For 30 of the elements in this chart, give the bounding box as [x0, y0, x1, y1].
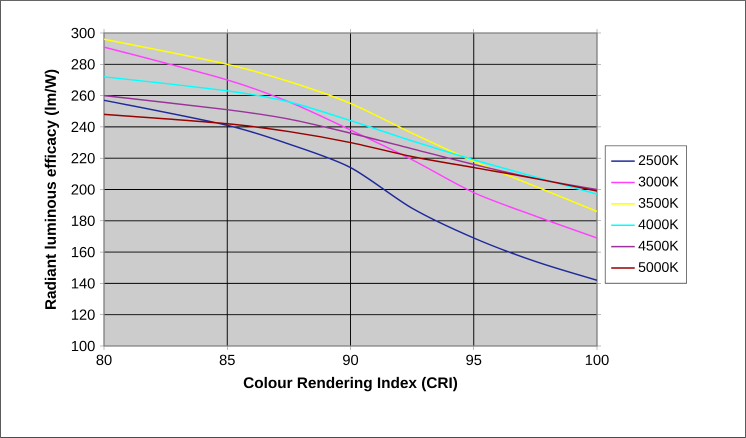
y-tick-label: 260 — [72, 90, 95, 101]
legend-label: 3500K — [638, 198, 678, 208]
y-tick-label: 160 — [72, 246, 95, 258]
legend-label: 3000K — [638, 176, 678, 187]
x-tick-label: 100 — [586, 354, 609, 366]
legend-label: 2500K — [638, 155, 678, 166]
y-tick-label: 300 — [71, 28, 95, 38]
legend-label: 4000K — [638, 219, 678, 230]
y-tick-label: 180 — [72, 216, 95, 226]
y-tick-label: 200 — [72, 184, 95, 195]
y-axis-title: Radiant luminous efficacy (lm/W) — [44, 70, 59, 310]
line-series — [104, 46, 597, 239]
y-tick-label: 140 — [72, 278, 95, 289]
line-series — [104, 100, 597, 281]
y-tick-label: 120 — [72, 310, 95, 320]
line-series — [104, 38, 597, 212]
legend-label: 4500K — [638, 240, 678, 251]
y-tick-label: 280 — [72, 59, 95, 70]
x-tick-label: 80 — [96, 354, 112, 366]
x-axis-title: Colour Rendering Index (CRI) — [244, 376, 458, 392]
x-tick-label: 85 — [220, 354, 235, 366]
y-tick-label: 100 — [72, 340, 95, 352]
y-tick-label: 240 — [72, 122, 95, 132]
legend-label: 5000K — [638, 262, 678, 272]
y-tick-label: 220 — [72, 153, 95, 164]
line-series — [104, 76, 597, 195]
line-series — [104, 114, 597, 192]
line-series — [104, 94, 597, 190]
x-tick-label: 95 — [466, 354, 482, 366]
x-tick-label: 90 — [343, 354, 358, 366]
